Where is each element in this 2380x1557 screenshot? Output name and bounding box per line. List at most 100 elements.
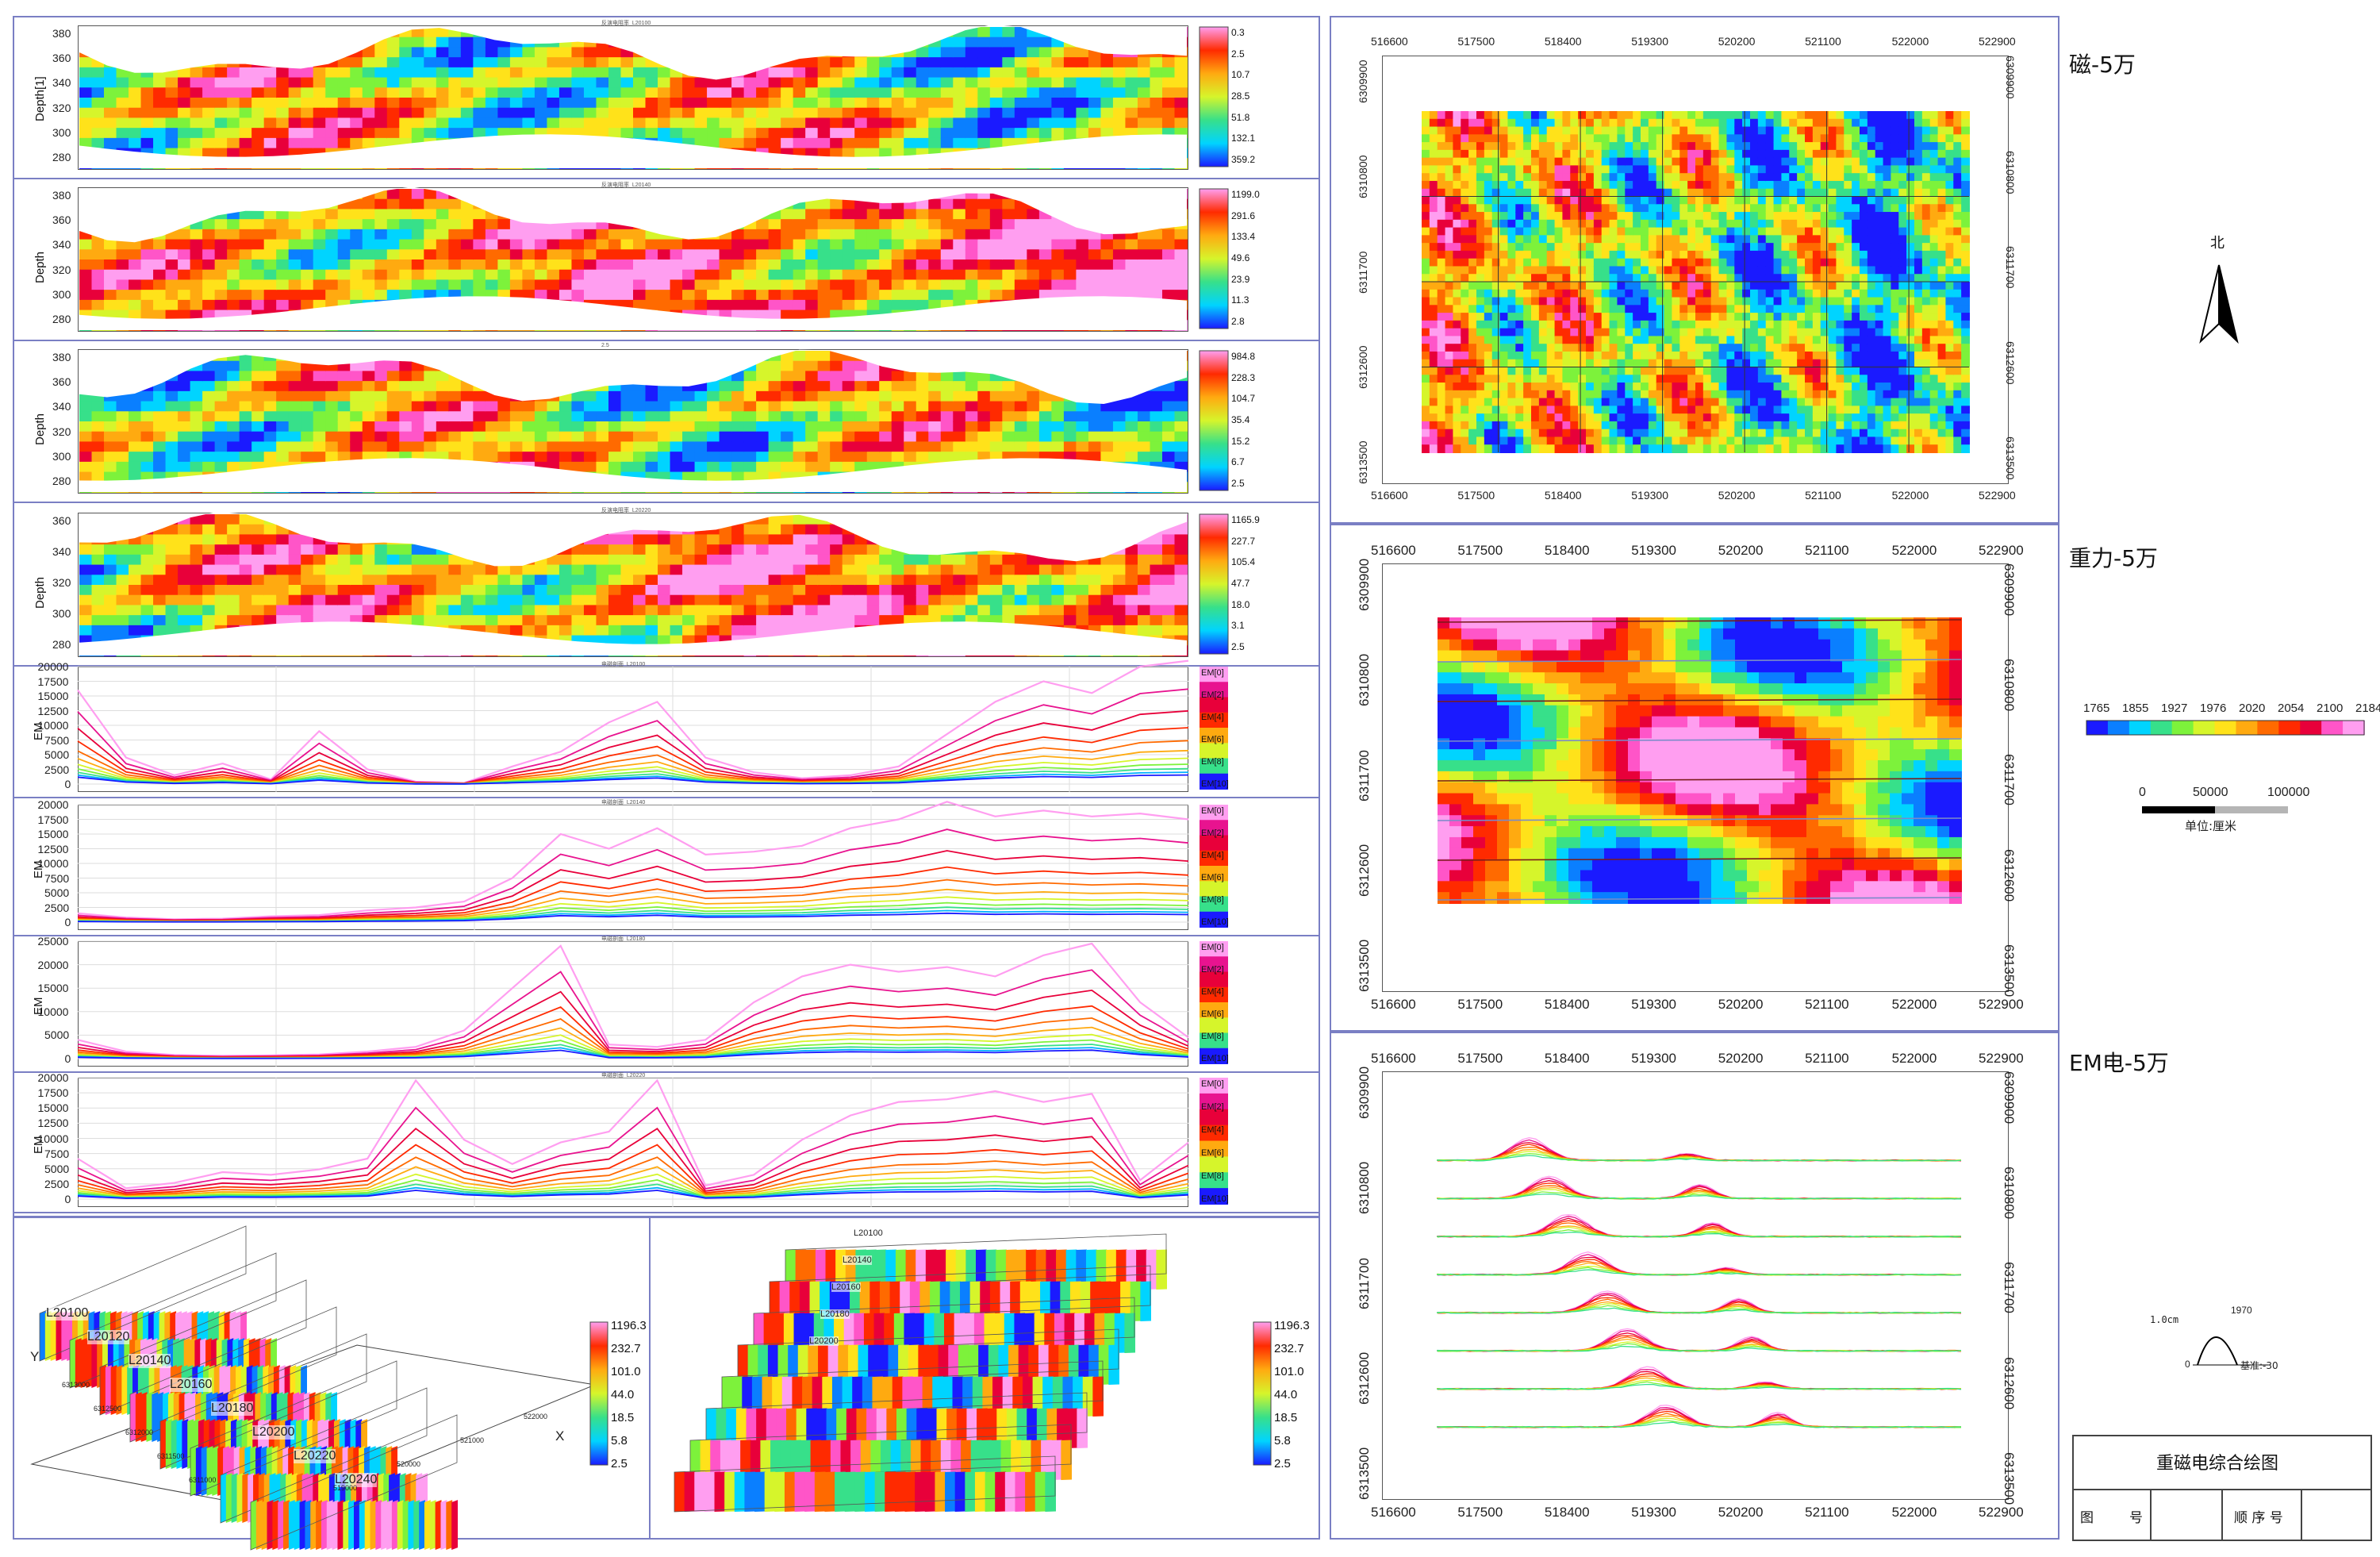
map-xtick-top: 517500 [1457,543,1503,558]
em-divider [14,1212,1319,1213]
colorbar-label: 2.5 [1231,641,1245,652]
section-frame [78,25,1188,170]
section-ytick: 340 [52,400,71,413]
section-divider [14,340,1319,341]
section-colorbar [1199,26,1229,167]
map-ytick-right: 6312600 [2002,1357,2017,1410]
block3d-colorbar-label: 2.5 [611,1457,628,1470]
colorbar-label: 291.6 [1231,210,1256,221]
map-ytick-left: 6313500 [1357,1447,1372,1500]
grav-colorscale [2086,720,2365,736]
em-chart-plot [77,659,1189,792]
map-xtick-top: 519300 [1631,1051,1677,1066]
section-ytick: 280 [52,638,71,651]
map-xtick-top: 517500 [1457,1051,1503,1066]
map-xtick-bottom: 517500 [1457,489,1495,502]
em-ytick: 0 [64,1193,71,1205]
em-legend-label: EM[8] [1201,757,1224,767]
em-ytick: 7500 [44,1147,70,1160]
profile-top: 1970 [2231,1305,2252,1316]
block-right-line-label: L20160 [831,1282,861,1292]
em-series-line [77,866,1189,922]
block-left-line-label: L20220 [294,1449,336,1463]
em-legend-label: EM[6] [1201,1009,1224,1019]
colorbar-label: 18.0 [1231,598,1250,610]
em-legend-label: EM[0] [1201,668,1224,678]
em-ytick: 17500 [37,1086,69,1100]
scale-tick-2: 100000 [2267,786,2310,799]
colorbar-label: 23.9 [1231,273,1250,285]
em-ytick: 20000 [37,958,69,971]
em-chart-title: 电磁剖面_L20180 [601,936,646,942]
section-divider [14,665,1319,667]
map-xtick-bottom: 522000 [1891,489,1929,502]
section-ytick: 380 [52,351,71,363]
em-ytick: 5000 [44,1028,70,1042]
colorbar-label: 132.1 [1231,133,1256,144]
section-image [79,349,1188,493]
block-left-line-label: L20140 [129,1354,171,1368]
block-left-tick: 519000 [333,1484,358,1492]
map-frame-mag [1382,56,2009,484]
em-ytick: 10000 [37,719,69,732]
colorbar-label: 49.6 [1231,252,1250,263]
section-divider [14,502,1319,503]
em-chart-plot [77,940,1189,1067]
section-title: 反演电阻率_L20100 [601,21,651,26]
map-frame-em [1382,1071,2009,1500]
em-ytick: 0 [64,916,71,928]
em-ytick: 0 [64,778,71,790]
em-series-line [77,912,1189,923]
block3d-colorbar-label: 232.7 [1274,1342,1304,1355]
section-frame [78,349,1188,494]
block-left-line-label: L20160 [170,1378,213,1392]
map-xtick-bottom: 516600 [1371,489,1408,502]
em-legend [1200,805,1228,928]
map-frame-grav [1382,563,2009,992]
profile-legend [2193,1336,2269,1366]
em-divider [14,797,1319,798]
em-legend [1200,1078,1228,1205]
map-xtick-top: 516600 [1371,35,1408,48]
em-legend-label: EM[2] [1201,828,1224,838]
map-image-grav [1437,617,1962,904]
em-ytick: 0 [64,1052,71,1065]
map-xtick-top: 520200 [1718,35,1756,48]
em-divider [14,1071,1319,1073]
block3d-divider [649,1217,651,1538]
profile-left: 1.0cm [2150,1314,2179,1325]
section-image [79,511,1188,656]
block-left-tick: 522000 [524,1413,548,1421]
em-chart-plot [77,801,1189,930]
map-xtick-top: 516600 [1371,543,1416,558]
section-ytick: 320 [52,425,71,438]
em-ytick: 12500 [37,842,69,855]
section-colorbar [1199,513,1229,655]
map-ytick-left: 6311700 [1357,251,1369,294]
block3d-colorbar-label: 1196.3 [1274,1319,1310,1332]
map-xtick-top: 519300 [1631,543,1677,558]
map-xtick-bottom: 521100 [1805,1505,1849,1520]
colorbar-label: 1165.9 [1231,514,1260,525]
distance-scalebar [2142,806,2288,813]
map-ytick-right: 6310800 [2002,1167,2017,1220]
em-ytick: 15000 [37,690,69,702]
map-ytick-left: 6310800 [1357,653,1372,706]
section-ytick: 300 [52,607,71,620]
colorbar-label: 984.8 [1231,351,1256,362]
block-left-tick: 520000 [397,1460,421,1468]
section-ytick: 380 [52,27,71,40]
em-title: EM电-5万 [2069,1050,2169,1076]
colorbar-label: 228.3 [1231,371,1256,383]
map-xtick-top: 522000 [1891,543,1937,558]
em-chart-title: 电磁剖面_L20140 [601,800,646,805]
em-legend-label: EM[6] [1201,1148,1224,1158]
grav-map-panel [1330,524,2059,1032]
map-xtick-top: 521100 [1805,35,1841,48]
map-ytick-right: 6310800 [2004,151,2017,194]
map-ytick-left: 6312600 [1357,1351,1372,1405]
em-series-line [77,709,1189,785]
map-xtick-bottom: 519300 [1631,1505,1677,1520]
block-right-line-label: L20100 [854,1228,883,1238]
colorbar-label: 1199.0 [1231,189,1260,200]
